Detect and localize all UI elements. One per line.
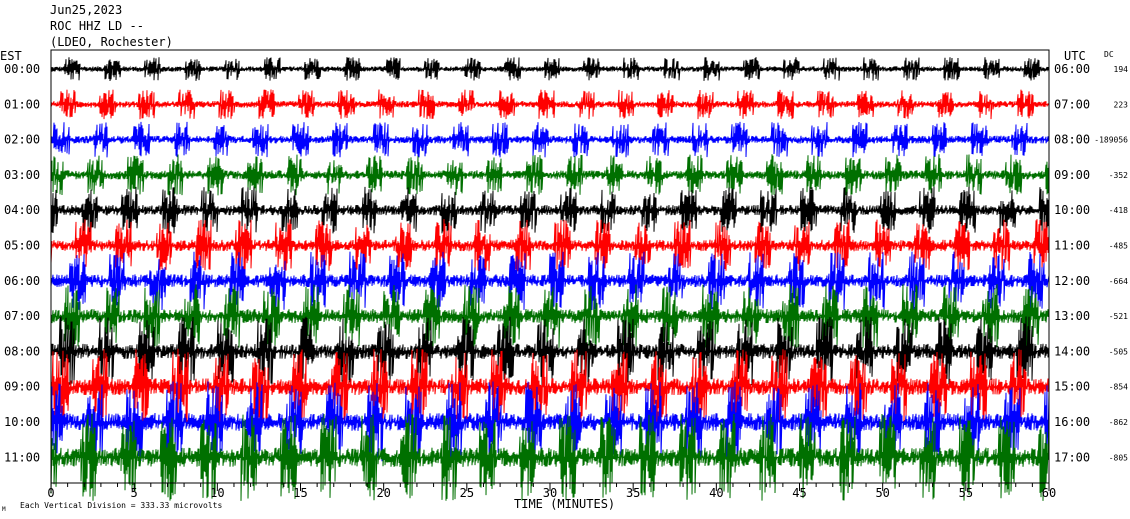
dc-value: -352 [1109,171,1128,180]
utc-tick-label: 11:00 [1054,239,1090,253]
dc-value: -862 [1109,418,1128,427]
est-tick-label: 09:00 [4,380,40,394]
est-tick-label: 10:00 [4,415,40,429]
est-tick-label: 04:00 [4,203,40,217]
trace-01:00 [50,89,1050,120]
est-tick-label: 01:00 [4,97,40,111]
dc-value: -521 [1109,312,1128,321]
est-axis-label: EST [0,49,22,63]
utc-axis-label: UTC [1064,49,1086,63]
trace-05:00 [50,219,1050,272]
utc-tick-label: 12:00 [1054,274,1090,288]
utc-tick-label: 07:00 [1054,97,1090,111]
x-tick-label: 60 [1042,486,1056,500]
trace-07:00 [50,284,1050,349]
x-tick-label: 45 [792,486,806,500]
plot-frame [50,49,1050,491]
utc-tick-label: 15:00 [1054,380,1090,394]
trace-00:00 [50,57,1050,82]
trace-06:00 [50,251,1050,311]
dc-value: -485 [1109,242,1128,251]
station-label: ROC HHZ LD -- [50,19,144,33]
dc-value: -854 [1109,383,1128,392]
utc-tick-label: 14:00 [1054,344,1090,358]
seismic-traces [50,57,1050,501]
x-tick-label: 15 [293,486,307,500]
dc-value: -418 [1109,206,1128,215]
est-tick-label: 08:00 [4,344,40,358]
x-tick-label: 35 [626,486,640,500]
dc-label: DC [1104,50,1114,59]
x-tick-label: 50 [875,486,889,500]
footer-mark: M [2,506,6,513]
utc-tick-label: 16:00 [1054,415,1090,429]
footer-scale-note: Each Vertical Division = 333.33 microvol… [20,501,222,510]
trace-04:00 [50,186,1050,234]
est-tick-label: 07:00 [4,309,40,323]
x-tick-label: 55 [959,486,973,500]
dc-value: 223 [1114,100,1129,109]
utc-tick-label: 09:00 [1054,168,1090,182]
est-tick-label: 03:00 [4,168,40,182]
x-tick-label: 40 [709,486,723,500]
dc-value: -505 [1109,347,1128,356]
axis-labels: 00:00 06:00 194 01:00 07:00 223 02:00 08:00 -189… [4,62,1128,500]
x-tick-label: 30 [543,486,557,500]
x-axis-label: TIME (MINUTES) [514,497,615,511]
dc-value: -805 [1109,453,1128,462]
utc-tick-label: 10:00 [1054,203,1090,217]
x-tick-label: 10 [210,486,224,500]
x-tick-label: 20 [376,486,390,500]
trace-02:00 [50,121,1050,158]
utc-tick-label: 08:00 [1054,133,1090,147]
dc-value: -189056 [1094,136,1128,145]
est-tick-label: 02:00 [4,133,40,147]
x-tick-label: 25 [460,486,474,500]
est-tick-label: 05:00 [4,239,40,253]
trace-08:00 [50,316,1050,387]
est-tick-label: 06:00 [4,274,40,288]
date-label: Jun25,2023 [50,3,123,17]
trace-11:00 [50,413,1050,501]
utc-tick-label: 06:00 [1054,62,1090,76]
est-tick-label: 00:00 [4,62,40,76]
utc-tick-label: 17:00 [1054,450,1090,464]
est-tick-label: 11:00 [4,450,40,464]
dc-value: -664 [1109,277,1128,286]
x-tick-label: 5 [131,486,138,500]
network-label: (LDEO, Rochester) [50,35,173,49]
utc-tick-label: 13:00 [1054,309,1090,323]
trace-03:00 [50,154,1050,196]
x-tick-label: 0 [47,486,54,500]
dc-value: 194 [1114,65,1129,74]
